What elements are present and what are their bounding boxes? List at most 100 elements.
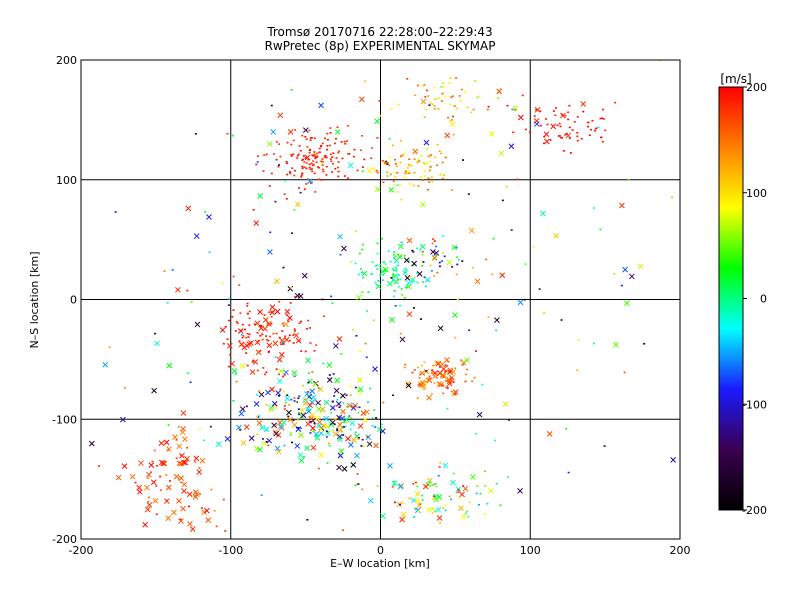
dot-point bbox=[244, 328, 247, 331]
dot-point bbox=[336, 166, 339, 169]
dot-point bbox=[159, 475, 162, 478]
dot-point bbox=[560, 319, 563, 321]
dot-point bbox=[186, 446, 189, 449]
dot-point bbox=[389, 260, 392, 263]
dot-point bbox=[301, 134, 304, 137]
dot-point bbox=[416, 272, 419, 274]
dot-point bbox=[421, 499, 424, 501]
dot-point bbox=[443, 373, 446, 375]
dot-point bbox=[304, 135, 307, 138]
cross-point bbox=[304, 445, 311, 452]
dot-point bbox=[224, 530, 227, 532]
cross-point bbox=[298, 432, 304, 439]
dot-point bbox=[326, 430, 329, 433]
cross-point bbox=[293, 332, 300, 339]
dot-point bbox=[380, 423, 383, 426]
dot-point bbox=[474, 80, 477, 82]
dot-point bbox=[166, 302, 169, 304]
dot-point bbox=[375, 169, 378, 172]
cross-point bbox=[309, 411, 316, 418]
dot-point bbox=[388, 137, 391, 140]
cross-point bbox=[637, 263, 644, 270]
dot-point bbox=[328, 444, 331, 447]
dot-point bbox=[467, 515, 470, 518]
dot-point bbox=[222, 498, 225, 501]
dot-point bbox=[382, 261, 385, 263]
dot-point bbox=[108, 346, 111, 349]
dot-point bbox=[411, 281, 414, 284]
cross-point bbox=[196, 469, 203, 475]
dot-point bbox=[497, 97, 500, 100]
cross-point bbox=[136, 484, 143, 491]
dot-point bbox=[221, 282, 224, 285]
dot-point bbox=[408, 158, 411, 161]
dot-point bbox=[436, 271, 439, 274]
dot-point bbox=[428, 375, 431, 378]
dot-point bbox=[391, 267, 394, 270]
cross-point bbox=[333, 387, 340, 394]
dot-point bbox=[256, 161, 259, 163]
dot-point bbox=[477, 503, 480, 506]
dot-point bbox=[462, 363, 465, 366]
dot-point bbox=[305, 327, 308, 330]
dot-point bbox=[564, 114, 567, 117]
dot-point bbox=[587, 121, 590, 124]
dot-point bbox=[445, 370, 448, 372]
cross-point bbox=[286, 409, 292, 416]
dot-point bbox=[397, 285, 400, 288]
colorbar-tick-label: -200 bbox=[742, 504, 767, 517]
cross-point bbox=[165, 484, 172, 491]
cross-point bbox=[267, 249, 273, 255]
cross-point bbox=[619, 202, 625, 209]
dot-point bbox=[406, 286, 409, 289]
dot-point bbox=[643, 342, 646, 345]
dot-point bbox=[292, 334, 295, 336]
cross-point bbox=[405, 382, 412, 389]
dot-point bbox=[239, 429, 242, 431]
cross-point bbox=[359, 96, 365, 103]
dot-point bbox=[484, 484, 487, 487]
dot-point bbox=[546, 123, 549, 126]
dot-point bbox=[292, 153, 295, 156]
dot-point bbox=[264, 373, 267, 376]
dot-point bbox=[350, 416, 353, 419]
dot-point bbox=[134, 481, 137, 484]
dot-point bbox=[188, 505, 191, 508]
dot-point bbox=[364, 342, 367, 345]
dot-point bbox=[397, 274, 400, 276]
dot-point bbox=[318, 151, 321, 154]
dot-point bbox=[288, 334, 291, 337]
dot-point bbox=[327, 442, 330, 445]
dot-point bbox=[410, 164, 413, 167]
dot-point bbox=[332, 373, 335, 375]
cross-point bbox=[307, 402, 313, 409]
dot-point bbox=[302, 155, 305, 157]
cross-point bbox=[182, 436, 188, 443]
dot-point bbox=[381, 279, 384, 281]
dot-point bbox=[263, 314, 266, 316]
dot-point bbox=[545, 118, 548, 120]
dot-point bbox=[274, 200, 277, 203]
dot-point bbox=[267, 444, 270, 447]
cross-point bbox=[414, 497, 421, 504]
y-axis-label: N–S location [km] bbox=[28, 251, 41, 348]
cross-point bbox=[275, 448, 282, 455]
dot-point bbox=[419, 249, 422, 251]
dot-point bbox=[238, 340, 241, 342]
dot-point bbox=[295, 400, 298, 403]
dot-point bbox=[257, 416, 260, 418]
cross-point bbox=[550, 123, 557, 130]
cross-point bbox=[274, 308, 281, 315]
dot-point bbox=[357, 411, 360, 414]
dot-point bbox=[370, 273, 373, 276]
cross-point bbox=[534, 106, 541, 113]
chart-subtitle: RwPretec (8p) EXPERIMENTAL SKYMAP bbox=[265, 39, 496, 53]
cross-point bbox=[439, 361, 446, 368]
dot-point bbox=[308, 151, 311, 154]
dot-point bbox=[298, 413, 301, 416]
cross-point bbox=[181, 488, 187, 494]
cross-point bbox=[442, 462, 449, 469]
cross-point bbox=[287, 129, 294, 135]
dot-point bbox=[359, 149, 362, 152]
dot-point bbox=[301, 384, 304, 387]
